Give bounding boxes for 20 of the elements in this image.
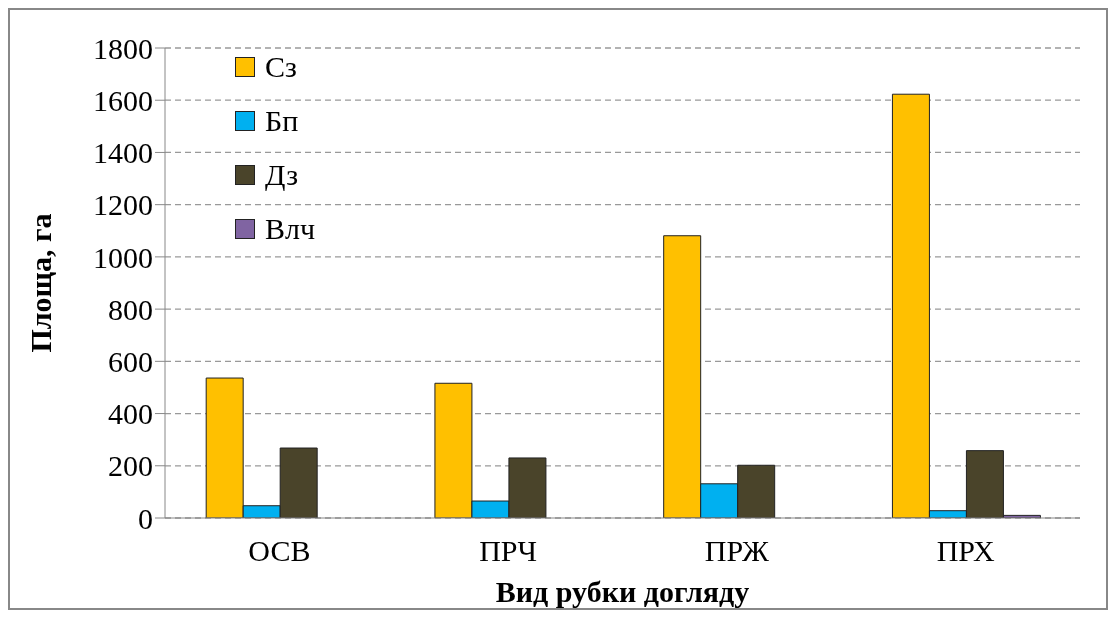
x-axis-title: Вид рубки догляду [495,575,750,608]
x-tick-label: ПРХ [936,534,995,568]
legend-label: Сз [265,50,297,84]
y-axis-title: Площа, га [23,213,57,353]
y-tick-label: 1800 [93,31,153,65]
legend-label: Дз [265,158,299,192]
y-tick-label: 1000 [93,240,153,274]
y-tick-label: 600 [108,344,153,378]
x-tick-label: ОСВ [248,534,311,568]
y-tick-label: 0 [138,501,153,535]
x-tick-label: ПРЧ [479,534,538,568]
y-tick-label: 400 [108,397,153,431]
y-tick-label: 200 [108,449,153,483]
legend-label: Влч [265,212,316,246]
legend-label: Бп [265,104,299,138]
y-tick-label: 1200 [93,188,153,222]
y-tick-label: 1400 [93,136,153,170]
y-tick-label: 800 [108,292,153,326]
y-tick-label: 1600 [93,83,153,117]
x-tick-label: ПРЖ [704,534,770,568]
